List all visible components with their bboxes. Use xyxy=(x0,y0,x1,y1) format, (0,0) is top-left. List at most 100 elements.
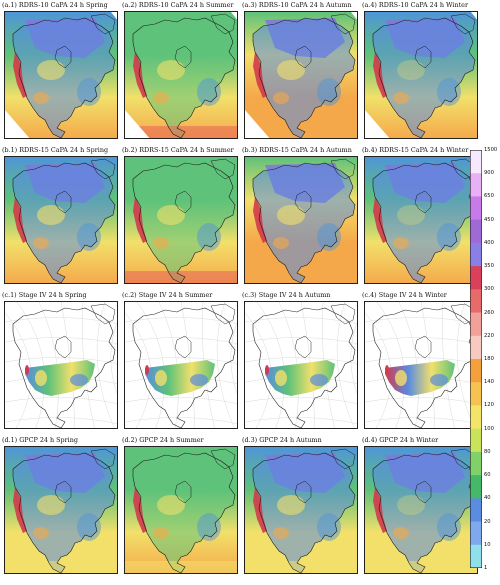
precipitation-map xyxy=(124,301,238,429)
map-panel: (b.4) RDRS-15 CaPA 24 h Winter xyxy=(362,145,480,285)
precipitation-map xyxy=(124,446,238,574)
colorbar-segment xyxy=(470,335,482,360)
map-panel: (b.1) RDRS-15 CaPA 24 h Spring xyxy=(2,145,120,285)
map-field xyxy=(245,157,357,283)
map-panel: (a.3) RDRS-10 CaPA 24 h Autumn xyxy=(242,0,360,140)
panel-title: (d.1) GPCP 24 h Spring xyxy=(2,436,78,444)
map-field xyxy=(125,302,237,428)
precipitation-map xyxy=(4,156,118,284)
map-field xyxy=(125,12,237,138)
colorbar-tick-label: 350 xyxy=(484,263,494,270)
precipitation-map xyxy=(124,156,238,284)
precipitation-map xyxy=(4,11,118,139)
colorbar-segment xyxy=(470,289,482,313)
colorbar-tick-label: 10 xyxy=(484,541,491,548)
panel-title: (d.4) GPCP 24 h Winter xyxy=(362,436,439,444)
colorbar-tick-label: 80 xyxy=(484,448,491,455)
panel-title: (d.2) GPCP 24 h Summer xyxy=(122,436,204,444)
colorbar-tick-label: 1 xyxy=(484,565,488,571)
map-panel: (c.2) Stage IV 24 h Summer xyxy=(122,290,240,430)
precipitation-map xyxy=(4,446,118,574)
colorbar-segment xyxy=(470,451,482,476)
colorbar-segment xyxy=(470,359,482,383)
map-field xyxy=(245,12,357,138)
map-panel: (a.2) RDRS-10 CaPA 24 h Summer xyxy=(122,0,240,140)
panel-title: (b.4) RDRS-15 CaPA 24 h Winter xyxy=(362,146,469,154)
colorbar-tick-label: 300 xyxy=(484,286,494,293)
map-field xyxy=(365,12,477,138)
precipitation-map xyxy=(4,301,118,429)
precipitation-map xyxy=(124,11,238,139)
precipitation-map xyxy=(364,446,478,574)
colorbar-tick-label: 180 xyxy=(484,356,494,362)
colorbar-segment xyxy=(470,475,482,499)
panel-title: (c.1) Stage IV 24 h Spring xyxy=(2,291,87,299)
colorbar-segment xyxy=(470,382,482,406)
colorbar-tick-label: 450 xyxy=(484,216,494,223)
panel-title: (b.1) RDRS-15 CaPA 24 h Spring xyxy=(2,146,109,154)
colorbar-segment xyxy=(470,428,482,453)
colorbar-segment xyxy=(470,498,482,522)
colorbar-segment xyxy=(470,196,482,220)
colorbar-tick-label: 220 xyxy=(484,332,494,339)
map-field xyxy=(245,447,357,573)
map-panel: (a.1) RDRS-10 CaPA 24 h Spring xyxy=(2,0,120,140)
colorbar-tick-label: 120 xyxy=(484,402,494,409)
colorbar-segment xyxy=(470,266,482,290)
colorbar-tick-label: 100 xyxy=(484,425,494,432)
map-panel: (b.2) RDRS-15 CaPA 24 h Summer xyxy=(122,145,240,285)
precipitation-map xyxy=(244,301,358,429)
colorbar-segment xyxy=(470,173,482,197)
panel-title: (a.4) RDRS-10 CaPA 24 h Winter xyxy=(362,1,468,9)
colorbar-tick-label: 260 xyxy=(484,309,494,316)
map-panel: (c.4) Stage IV 24 h Winter xyxy=(362,290,480,430)
colorbar-tick-label: 650 xyxy=(484,193,494,200)
map-field xyxy=(5,157,117,283)
colorbar-segment xyxy=(470,521,482,546)
panel-title: (c.4) Stage IV 24 h Winter xyxy=(362,291,447,299)
precipitation-map xyxy=(244,446,358,574)
panel-title: (a.1) RDRS-10 CaPA 24 h Spring xyxy=(2,1,108,9)
precipitation-map xyxy=(364,11,478,139)
precipitation-map xyxy=(364,301,478,429)
map-field xyxy=(5,12,117,138)
precipitation-map xyxy=(244,11,358,139)
colorbar-scale xyxy=(470,150,482,569)
map-field xyxy=(125,447,237,573)
colorbar-segment xyxy=(470,150,482,174)
panel-title: (b.3) RDRS-15 CaPA 24 h Autumn xyxy=(242,146,352,154)
map-field xyxy=(5,447,117,573)
colorbar-segment xyxy=(470,405,482,429)
map-field xyxy=(125,157,237,283)
map-panel: (a.4) RDRS-10 CaPA 24 h Winter xyxy=(362,0,480,140)
map-field xyxy=(5,302,117,428)
colorbar-segment xyxy=(470,219,482,244)
colorbar xyxy=(470,150,482,569)
precipitation-map xyxy=(364,156,478,284)
panel-title: (b.2) RDRS-15 CaPA 24 h Summer xyxy=(122,146,234,154)
colorbar-tick-label: 900 xyxy=(484,170,494,177)
colorbar-tick-label: 40 xyxy=(484,495,491,502)
map-panel: (b.3) RDRS-15 CaPA 24 h Autumn xyxy=(242,145,360,285)
panel-title: (a.3) RDRS-10 CaPA 24 h Autumn xyxy=(242,1,352,9)
map-panel: (d.4) GPCP 24 h Winter xyxy=(362,435,480,575)
colorbar-segment xyxy=(470,544,482,569)
map-field xyxy=(365,447,477,573)
colorbar-segment xyxy=(470,242,482,267)
map-panel: (d.3) GPCP 24 h Autumn xyxy=(242,435,360,575)
map-panel: (d.1) GPCP 24 h Spring xyxy=(2,435,120,575)
map-field xyxy=(245,302,357,428)
colorbar-tick-label: 60 xyxy=(484,472,491,479)
panel-title: (d.3) GPCP 24 h Autumn xyxy=(242,436,322,444)
colorbar-tick-label: 20 xyxy=(484,518,491,525)
panel-title: (c.3) Stage IV 24 h Autumn xyxy=(242,291,331,299)
colorbar-tick-label: 140 xyxy=(484,379,494,386)
colorbar-segment xyxy=(470,312,482,337)
colorbar-tick-label: 1500 xyxy=(484,147,498,153)
map-panel: (c.1) Stage IV 24 h Spring xyxy=(2,290,120,430)
map-panel: (d.2) GPCP 24 h Summer xyxy=(122,435,240,575)
panel-title: (a.2) RDRS-10 CaPA 24 h Summer xyxy=(122,1,234,9)
map-panel: (c.3) Stage IV 24 h Autumn xyxy=(242,290,360,430)
colorbar-tick-label: 400 xyxy=(484,239,494,246)
map-field xyxy=(365,302,477,428)
